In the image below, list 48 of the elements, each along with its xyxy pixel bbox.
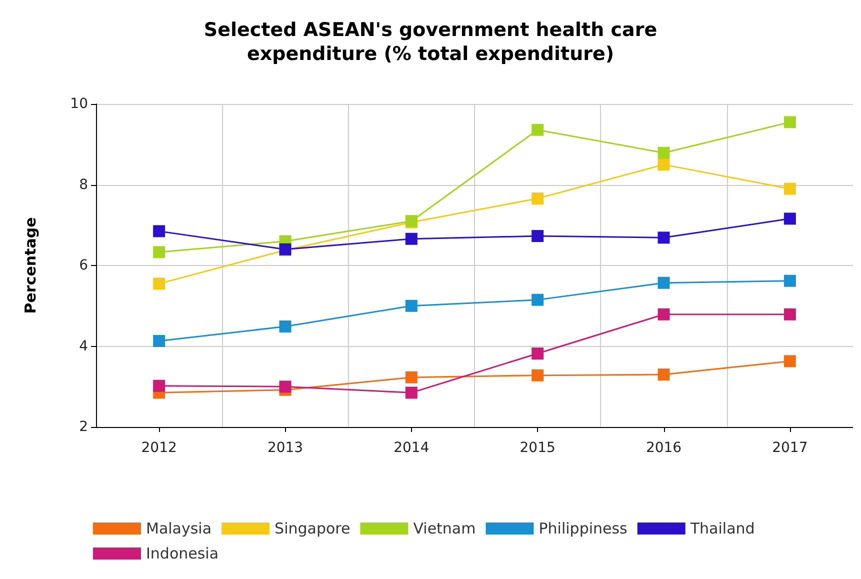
point <box>405 371 418 384</box>
y-tick-label: 4 <box>79 338 88 354</box>
point <box>658 158 670 171</box>
legend-label: Singapore <box>274 520 350 538</box>
legend-label: Malaysia <box>146 520 212 538</box>
point <box>153 335 166 347</box>
point <box>153 246 166 258</box>
point <box>658 368 670 381</box>
x-tick-label: 2013 <box>267 440 304 456</box>
point <box>532 124 544 136</box>
legend-label: Vietnam <box>413 520 476 538</box>
point <box>532 348 544 360</box>
x-tick-label: 2016 <box>646 440 682 456</box>
point <box>784 182 796 195</box>
point <box>658 276 670 289</box>
point <box>153 225 166 238</box>
y-axis-title: Percentage <box>22 217 40 314</box>
point <box>153 278 166 290</box>
y-tick-label: 10 <box>70 96 88 112</box>
point <box>153 380 166 392</box>
point <box>279 320 292 332</box>
point <box>405 386 418 399</box>
y-tick-label: 8 <box>79 176 88 193</box>
point <box>532 230 544 242</box>
x-tick-label: 2012 <box>141 440 177 456</box>
point <box>532 369 544 382</box>
y-tick-label: 2 <box>79 419 88 435</box>
point <box>532 294 544 306</box>
point <box>784 355 796 368</box>
point <box>405 300 418 312</box>
y-tick-label: 6 <box>79 258 88 274</box>
chart-title: Selected ASEAN's government health care expenditure (% total expenditure) <box>204 19 658 65</box>
point <box>658 146 670 159</box>
x-tick-label: 2014 <box>394 440 430 456</box>
point <box>784 308 796 320</box>
legend-label: Thailand <box>689 520 755 538</box>
point <box>532 192 544 204</box>
point <box>405 232 418 245</box>
x-tick-label: 2017 <box>772 440 808 456</box>
point <box>279 380 292 393</box>
point <box>784 274 796 287</box>
point <box>784 116 796 128</box>
point <box>658 308 670 320</box>
legend-label: Philippiness <box>538 520 628 538</box>
x-tick-label: 2015 <box>520 440 556 456</box>
point <box>658 232 670 244</box>
point <box>784 212 796 225</box>
legend-label: Indonesia <box>146 544 219 562</box>
